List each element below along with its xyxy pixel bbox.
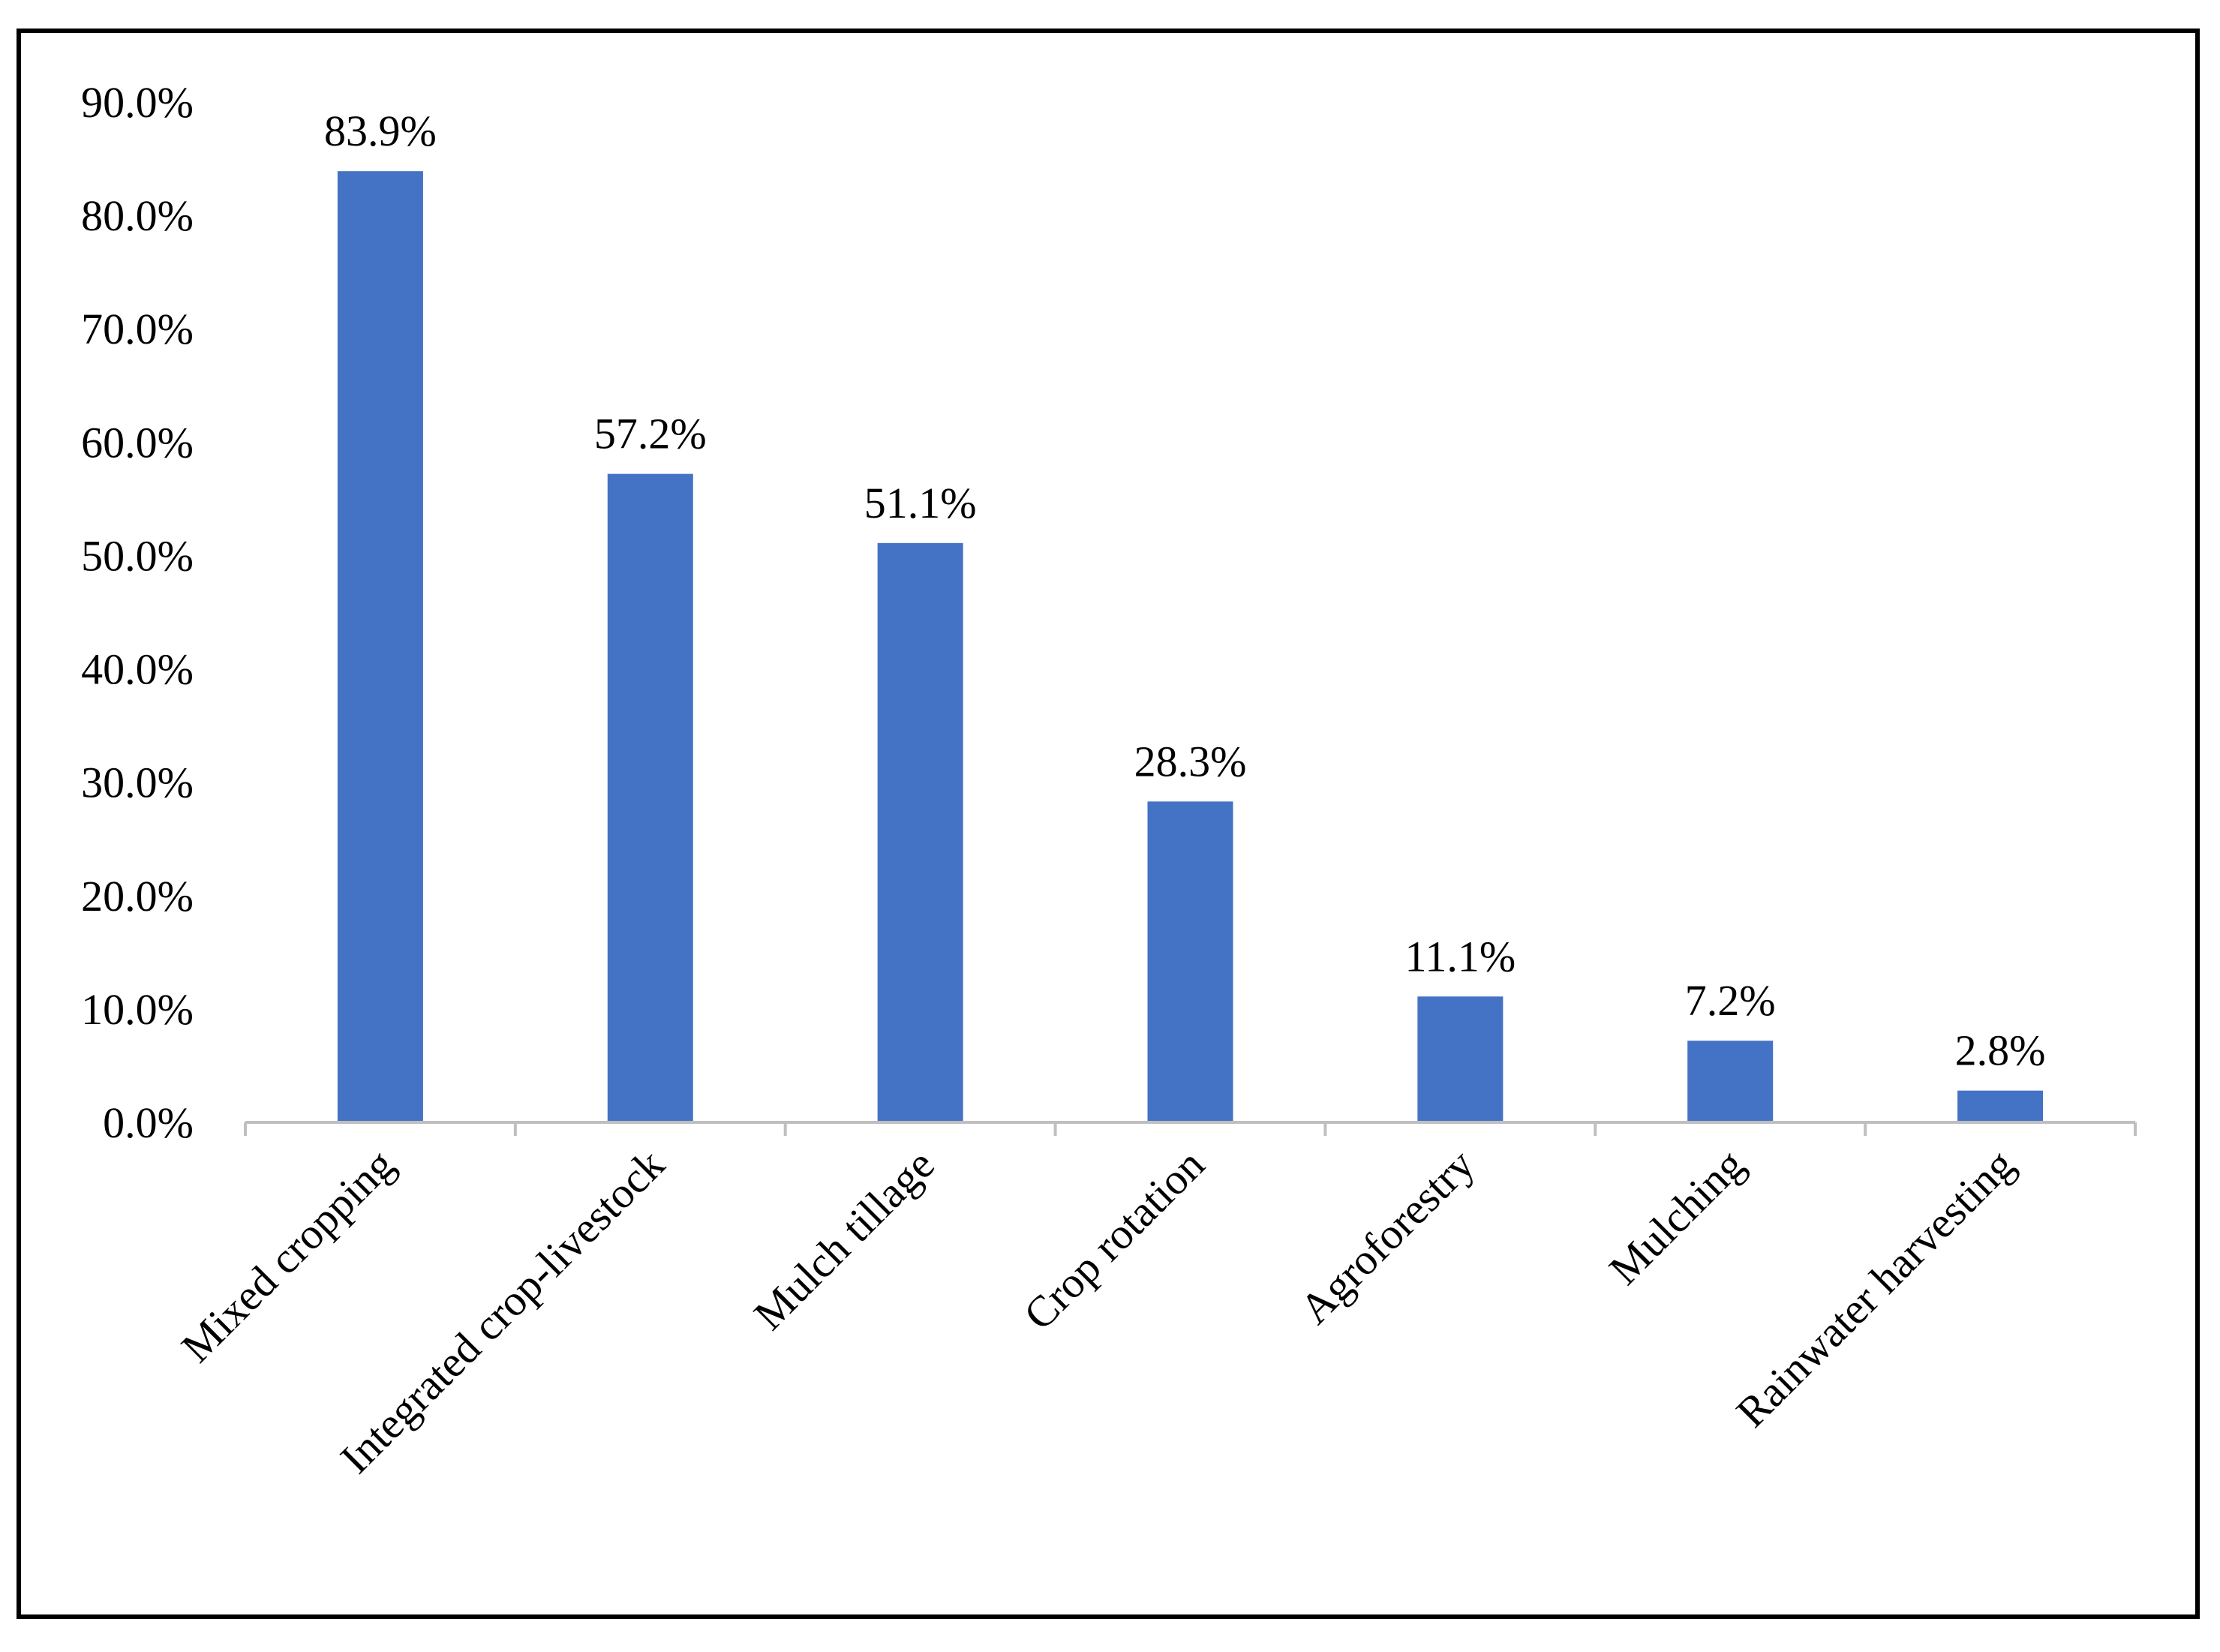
bars — [337, 171, 2044, 1123]
bar — [1417, 996, 1504, 1122]
y-tick-label: 10.0% — [81, 985, 194, 1034]
bar — [1687, 1041, 1774, 1122]
y-tick-label: 0.0% — [103, 1098, 194, 1147]
data-label: 2.8% — [1955, 1026, 2046, 1075]
y-tick-label: 60.0% — [81, 418, 194, 467]
bar — [607, 473, 693, 1122]
bar — [1147, 801, 1233, 1122]
y-tick-label: 80.0% — [81, 191, 194, 240]
data-label: 7.2% — [1685, 976, 1776, 1025]
y-tick-label: 90.0% — [81, 78, 194, 127]
y-tick-label: 40.0% — [81, 645, 194, 694]
bar — [877, 542, 963, 1122]
category-label: Rainwater harvesting — [1727, 1140, 2024, 1437]
y-tick-label: 30.0% — [81, 758, 194, 807]
category-label: Mulching — [1600, 1140, 1753, 1293]
category-label: Mixed cropping — [172, 1140, 404, 1371]
y-tick-label: 20.0% — [81, 872, 194, 921]
data-label: 11.1% — [1405, 932, 1516, 981]
y-axis-ticks: 0.0% 10.0% 20.0% 30.0% 40.0% 50.0% 60.0% 70.0% 8… — [81, 78, 194, 1147]
data-label: 51.1% — [864, 479, 977, 527]
data-labels: 83.9% 57.2% 51.1% 28.3% 11.1% 7.2% 2.8% — [324, 107, 2045, 1075]
data-label: 28.3% — [1134, 737, 1247, 785]
y-tick-label: 70.0% — [81, 305, 194, 353]
bar — [1957, 1090, 2044, 1122]
data-label: 57.2% — [594, 410, 707, 458]
x-axis-ticks — [244, 1122, 2137, 1136]
category-label: Mulch tillage — [744, 1140, 944, 1339]
data-label: 83.9% — [324, 107, 437, 155]
y-tick-label: 50.0% — [81, 531, 194, 580]
bar — [337, 171, 423, 1123]
category-label: Crop rotation — [1014, 1140, 1214, 1339]
category-label: Agroforestry — [1290, 1140, 1484, 1333]
